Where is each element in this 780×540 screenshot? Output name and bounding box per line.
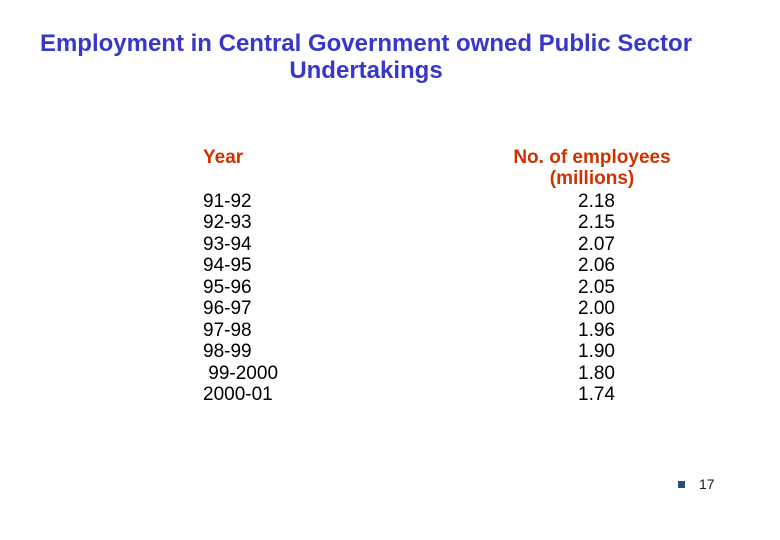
employment-table: 91-92 2.18 92-93 2.15 93-94 2.07 94-95 2… xyxy=(203,191,615,405)
table-row: 2000-01 1.74 xyxy=(203,384,615,405)
year-cell: 95-96 xyxy=(203,276,252,298)
table-row: 96-97 2.00 xyxy=(203,298,615,319)
year-cell: 91-92 xyxy=(203,191,252,212)
employees-cell: 2.18 xyxy=(578,191,615,212)
employees-cell: 2.00 xyxy=(578,298,615,320)
year-cell: 99-2000 xyxy=(203,362,279,384)
employees-cell: 2.06 xyxy=(578,255,615,277)
year-cell: 2000-01 xyxy=(203,383,273,405)
year-cell: 98-99 xyxy=(203,341,252,363)
year-cell: 92-93 xyxy=(203,212,252,234)
employees-column-header-line2: (millions) xyxy=(549,168,635,189)
page-title-line1: Employment in Central Government owned P… xyxy=(39,30,693,57)
employees-cell: 1.96 xyxy=(578,319,615,341)
page-title-line2: Undertakings xyxy=(289,57,443,84)
year-cell: 94-95 xyxy=(203,255,252,277)
year-cell: 97-98 xyxy=(203,319,252,341)
year-cell: 93-94 xyxy=(203,233,252,255)
table-row: 97-98 1.96 xyxy=(203,320,615,341)
employees-cell: 2.07 xyxy=(578,233,615,255)
employees-cell: 1.80 xyxy=(578,362,615,384)
table-row: 92-93 2.15 xyxy=(203,212,615,233)
year-cell: 96-97 xyxy=(203,298,252,320)
table-row: 94-95 2.06 xyxy=(203,255,615,276)
table-row: 98-99 1.90 xyxy=(203,341,615,362)
employees-cell: 1.74 xyxy=(578,383,615,405)
employees-cell: 2.05 xyxy=(578,276,615,298)
page-title: Employment in Central Government owned P… xyxy=(10,30,722,84)
employees-cell: 2.15 xyxy=(578,212,615,234)
page-number-bullet-icon xyxy=(678,481,685,488)
employees-column-header: No. of employees (millions) xyxy=(502,147,682,189)
table-row: 91-92 2.18 xyxy=(203,191,615,212)
page-number: 17 xyxy=(699,476,715,492)
table-row: 99-2000 1.80 xyxy=(203,363,615,384)
employees-cell: 1.90 xyxy=(578,341,615,363)
table-row: 95-96 2.05 xyxy=(203,277,615,298)
table-row: 93-94 2.07 xyxy=(203,234,615,255)
year-column-header: Year xyxy=(203,147,244,168)
employees-column-header-line1: No. of employees xyxy=(513,147,671,168)
